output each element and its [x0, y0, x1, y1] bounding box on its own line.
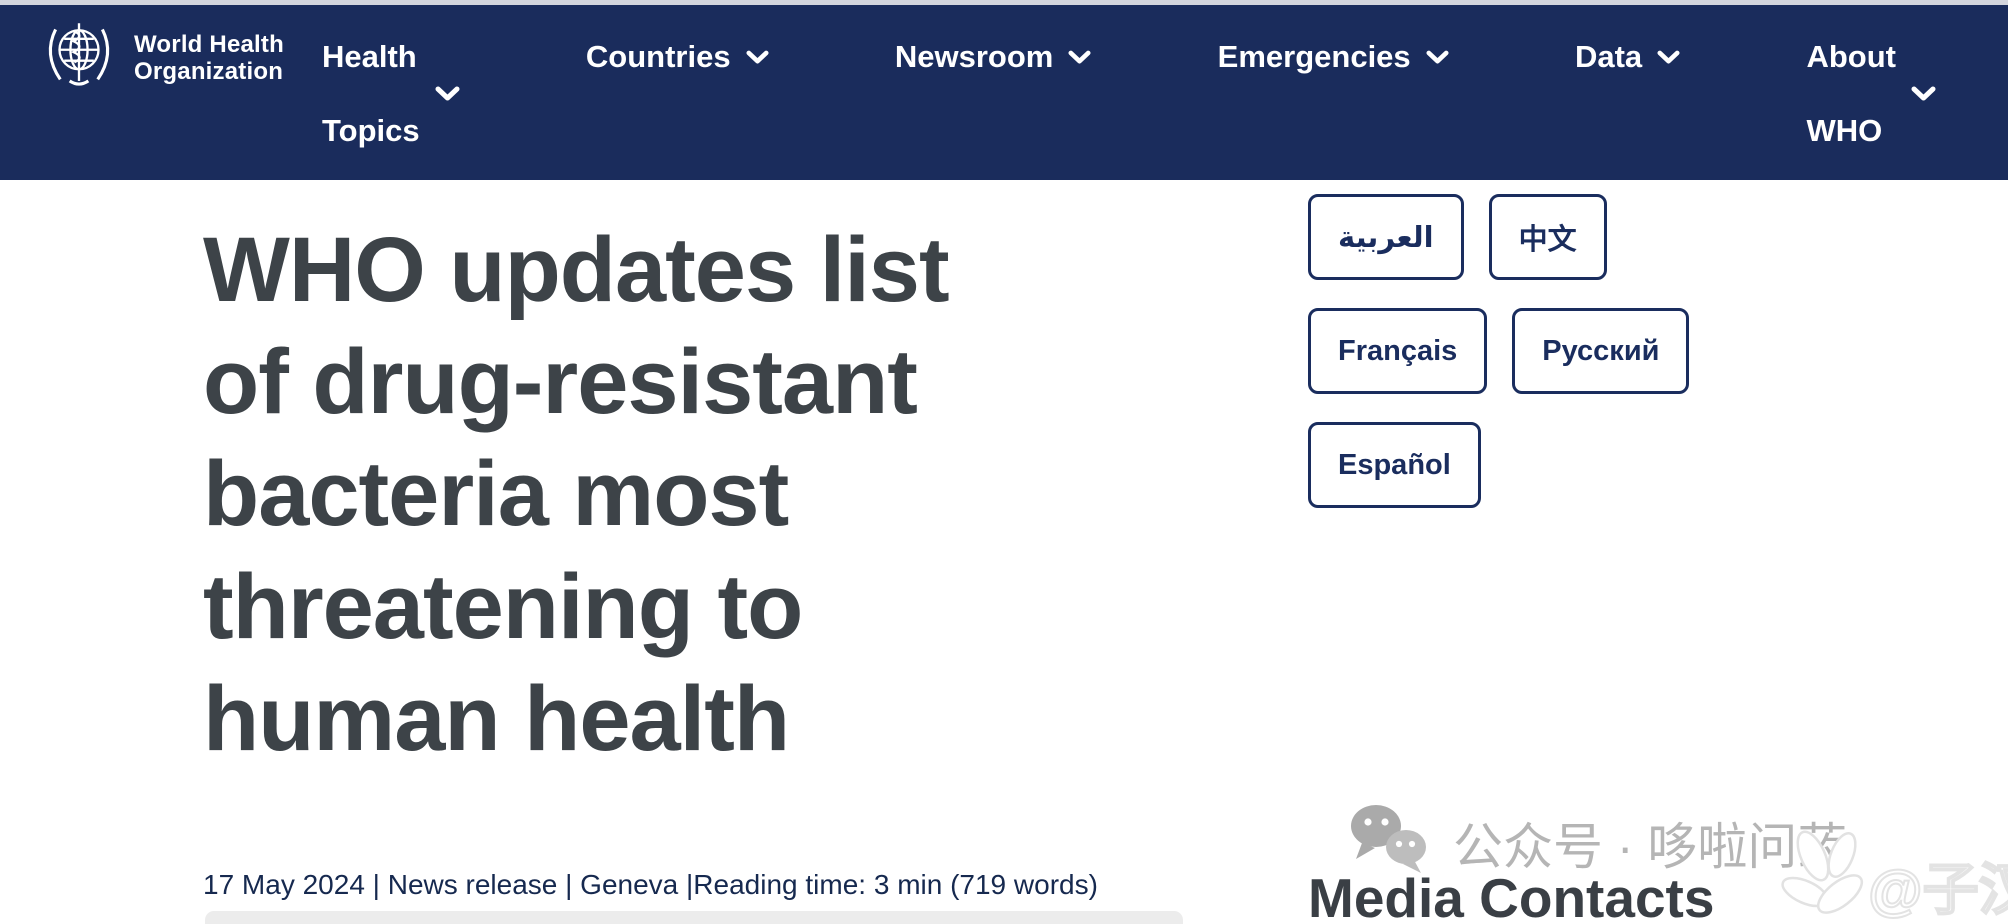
wechat-icon — [1345, 800, 1433, 886]
who-logo-line2: Organization — [134, 57, 284, 85]
nav-item-countries[interactable]: Countries — [586, 39, 769, 75]
media-contacts-heading: Media Contacts — [1308, 867, 1715, 924]
nav-item-label: About WHO — [1806, 39, 1896, 148]
chevron-down-icon — [1657, 50, 1680, 63]
nav-item-label: Health Topics — [322, 39, 420, 148]
page-title-line: threatening to — [203, 555, 803, 658]
author-handle-watermark: @子汉 — [1867, 857, 2008, 922]
language-button-french[interactable]: Français — [1308, 308, 1488, 394]
who-logo-text: World Health Organization — [134, 31, 284, 85]
nav-item-label: Newsroom — [894, 39, 1054, 74]
chevron-down-icon — [746, 50, 769, 63]
nav-menu: Health Topics Countries Newsroom Emergen… — [322, 5, 1936, 180]
chevron-down-icon — [1068, 50, 1091, 63]
chevron-down-icon — [1426, 50, 1449, 63]
page-title-line: of drug-resistant — [203, 331, 918, 434]
top-strip — [0, 0, 2008, 5]
nav-item-label: Data — [1574, 39, 1643, 74]
main-navigation: World Health Organization Health Topics … — [0, 5, 2008, 180]
who-logo-line1: World Health — [134, 31, 284, 59]
language-button-russian[interactable]: Русский — [1512, 308, 1690, 394]
language-button-arabic[interactable]: العربية — [1308, 194, 1464, 280]
flower-watermark-icon — [1768, 828, 1886, 924]
share-bar — [205, 911, 1183, 924]
nav-item-label: Emergencies — [1217, 39, 1411, 74]
article-meta: 17 May 2024 | News release | Geneva |Rea… — [203, 869, 1098, 900]
nav-item-emergencies[interactable]: Emergencies — [1218, 39, 1449, 75]
page-title-line: WHO updates list — [203, 219, 950, 321]
who-logo[interactable]: World Health Organization — [40, 17, 284, 100]
wechat-watermark: 公众号 · 哆啦问药 — [1345, 800, 1847, 886]
language-button-chinese[interactable]: 中文 — [1488, 194, 1607, 280]
wechat-watermark-label: 公众号 · 哆啦问药 — [1453, 819, 1848, 875]
nav-item-label: Countries — [585, 39, 731, 74]
language-switcher: العربية 中文 Français Русский Español — [1308, 194, 1794, 508]
language-button-spanish[interactable]: Español — [1308, 422, 1481, 508]
nav-item-newsroom[interactable]: Newsroom — [895, 39, 1091, 75]
nav-item-data[interactable]: Data — [1575, 39, 1680, 75]
chevron-down-icon — [435, 86, 460, 101]
chevron-down-icon — [1911, 86, 1936, 101]
page-title-line: bacteria most — [203, 443, 789, 546]
nav-item-about-who[interactable]: About WHO — [1806, 39, 1936, 149]
page-title: WHO updates list of drug-resistant bacte… — [203, 214, 1163, 775]
nav-item-health-topics[interactable]: Health Topics — [322, 39, 460, 149]
who-emblem-icon — [40, 17, 118, 100]
page-title-line: human health — [203, 667, 790, 770]
